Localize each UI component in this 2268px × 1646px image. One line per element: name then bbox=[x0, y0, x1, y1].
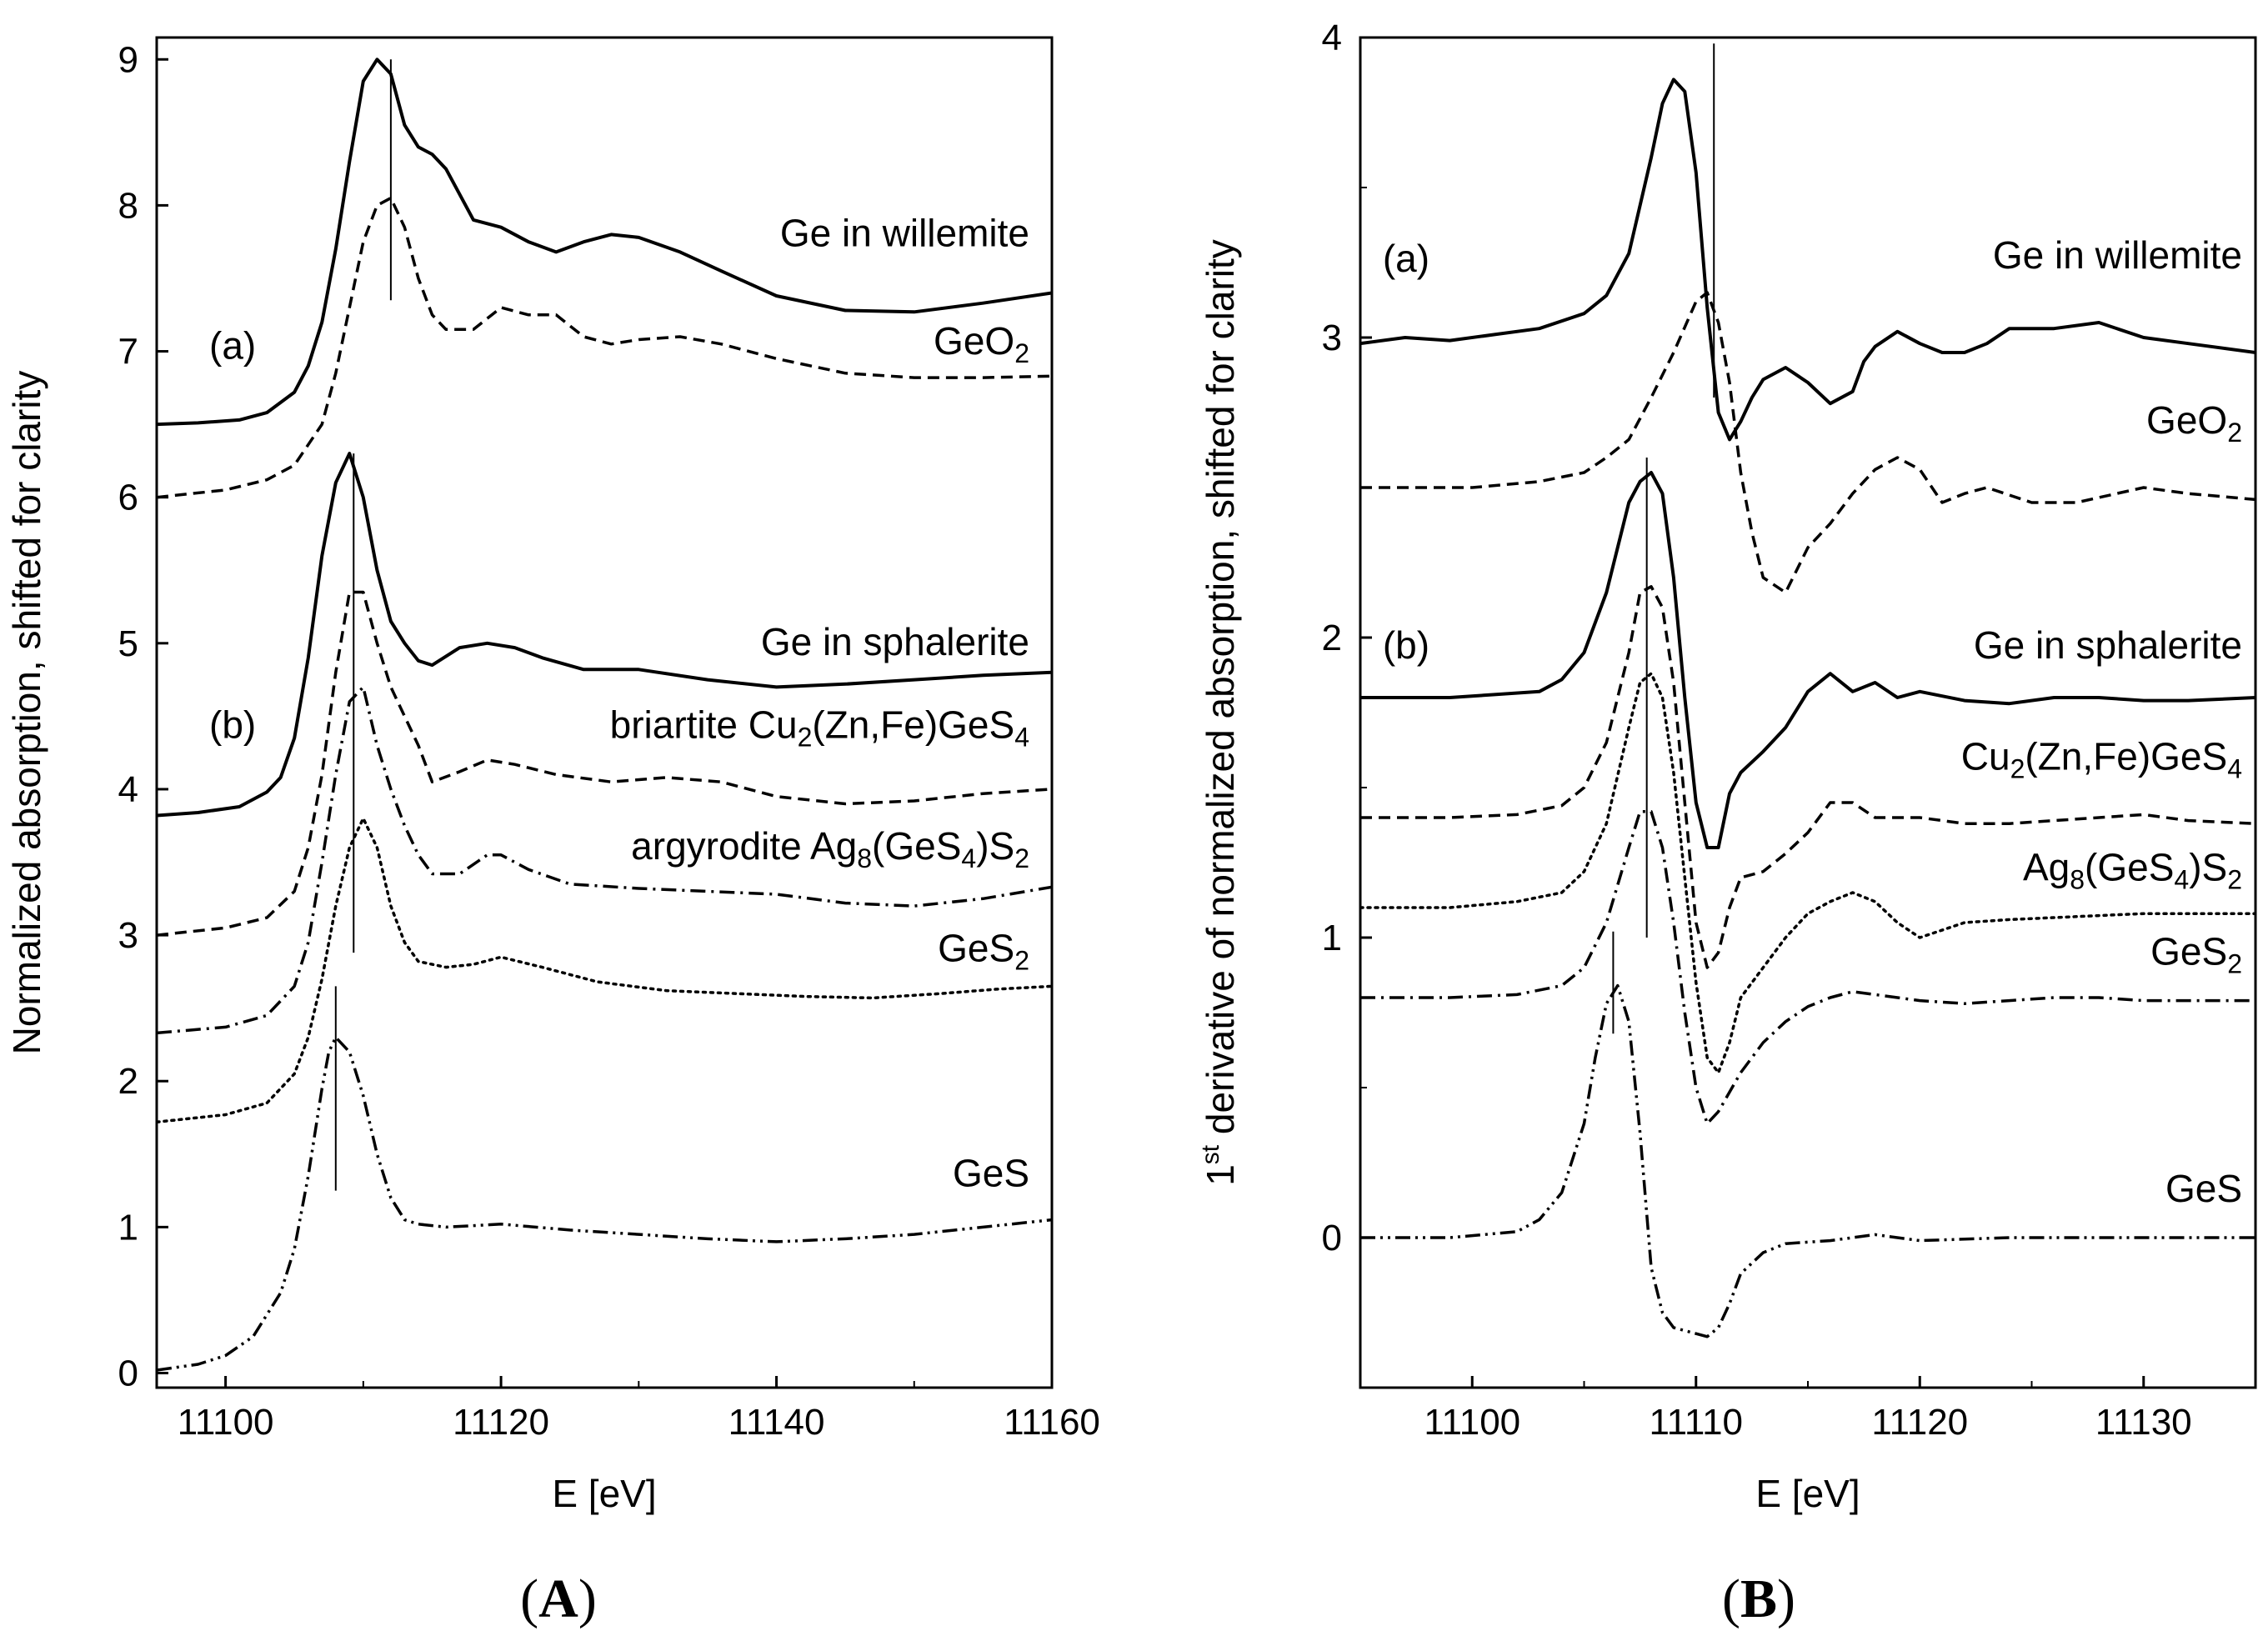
curve-label: Ag8(GeS4)S2 bbox=[2023, 846, 2242, 895]
x-tick-label: 11140 bbox=[728, 1402, 825, 1443]
y-tick-label: 1 bbox=[1322, 918, 1342, 958]
curve-label: Ge in willemite bbox=[780, 211, 1029, 254]
series-line-ges bbox=[157, 1035, 1052, 1372]
panel-label: (B) bbox=[1722, 1568, 1795, 1629]
series-line-ge-in-willemite bbox=[1360, 78, 2255, 442]
curve-label: briartite Cu2(Zn,Fe)GeS4 bbox=[610, 703, 1029, 753]
group-label: (a) bbox=[209, 323, 256, 367]
y-tick-label: 1 bbox=[118, 1207, 138, 1248]
x-tick-label: 11110 bbox=[1649, 1402, 1743, 1443]
y-tick-label: 2 bbox=[1322, 618, 1342, 658]
series-line-ges2 bbox=[157, 817, 1052, 1124]
y-axis-label: 1st derivative of normalized absorption,… bbox=[1197, 239, 1242, 1186]
curve-label: GeS bbox=[953, 1151, 1029, 1194]
series-line-geo2 bbox=[157, 196, 1052, 499]
group-label: (b) bbox=[1383, 623, 1429, 667]
curve-label: GeO2 bbox=[934, 319, 1029, 368]
series-line-cu2-zn-fe-ges4 bbox=[1360, 585, 2255, 969]
x-tick-label: 11100 bbox=[178, 1402, 274, 1443]
y-tick-label: 9 bbox=[118, 39, 138, 80]
plot-frame bbox=[155, 36, 1054, 1389]
curve-label: Cu2(Zn,Fe)GeS4 bbox=[1961, 734, 2242, 783]
curve-label: Ge in sphalerite bbox=[761, 620, 1029, 663]
series-line-ge-in-willemite bbox=[157, 58, 1052, 427]
panel-label: (A) bbox=[520, 1568, 597, 1629]
series-line-ge-in-sphalerite bbox=[1360, 471, 2255, 849]
curve-label: GeS bbox=[2165, 1167, 2242, 1210]
x-tick-label: 11160 bbox=[1004, 1402, 1100, 1443]
y-tick-label: 2 bbox=[118, 1061, 138, 1102]
curve-label: Ge in sphalerite bbox=[1974, 623, 2242, 667]
x-axis-label: E [eV] bbox=[1755, 1472, 1860, 1515]
group-label: (a) bbox=[1383, 237, 1429, 280]
group-label: (b) bbox=[209, 703, 256, 747]
series-group bbox=[1360, 78, 2255, 1338]
y-tick-label: 4 bbox=[118, 769, 138, 810]
x-axis-label: E [eV] bbox=[552, 1472, 656, 1515]
curve-label: GeO2 bbox=[2146, 398, 2242, 448]
series-line-briartite-cu2-zn-fe-ges4 bbox=[157, 590, 1052, 937]
panel-a-chart: 11100 11120 11140 11160 0 1 2 3 4 5 6 7 8 9 E [eV] Norm… bbox=[5, 36, 1100, 1629]
series-line-ges2 bbox=[1360, 810, 2255, 1125]
series-group bbox=[157, 58, 1052, 1372]
series-line-ag8-ges4-s2 bbox=[1360, 672, 2255, 1074]
y-tick-label: 0 bbox=[1322, 1218, 1342, 1258]
x-tick-label: 11120 bbox=[1871, 1402, 1968, 1443]
series-line-argyrodite-ag8-ges4-s2 bbox=[157, 685, 1052, 1035]
y-tick-label: 5 bbox=[118, 623, 138, 664]
y-tick-label: 6 bbox=[118, 478, 138, 518]
curve-label: GeS2 bbox=[2150, 929, 2242, 978]
x-tick-label: 11100 bbox=[1424, 1402, 1520, 1443]
series-line-ge-in-sphalerite bbox=[157, 452, 1052, 818]
y-tick-label: 7 bbox=[118, 332, 138, 373]
x-tick-label: 11120 bbox=[453, 1402, 549, 1443]
series-line-ges bbox=[1360, 983, 2255, 1338]
curve-label: GeS2 bbox=[938, 927, 1029, 976]
x-tick-label: 11130 bbox=[2095, 1402, 2192, 1443]
curve-label: argyrodite Ag8(GeS4)S2 bbox=[631, 824, 1029, 873]
y-axis-label: Normalized absorption, shifted for clari… bbox=[5, 371, 48, 1055]
series-line-geo2 bbox=[1360, 291, 2255, 594]
y-tick-label: 4 bbox=[1322, 18, 1342, 58]
curve-label: Ge in willemite bbox=[1993, 233, 2242, 277]
y-tick-label: 3 bbox=[118, 915, 138, 956]
y-tick-label: 8 bbox=[118, 185, 138, 226]
panel-b-chart: 11100 11110 11120 11130 0 1 2 3 4 E [eV] 1st deriv… bbox=[1197, 18, 2257, 1629]
y-tick-label: 0 bbox=[118, 1353, 138, 1393]
y-tick-label: 3 bbox=[1322, 318, 1342, 358]
